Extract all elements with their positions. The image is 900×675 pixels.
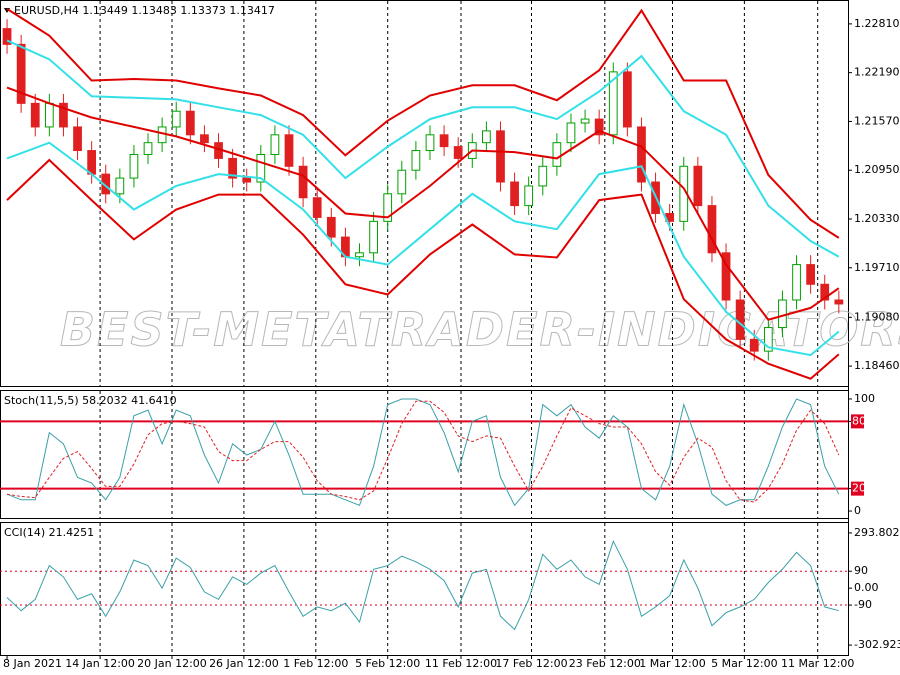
candle-body xyxy=(143,142,153,155)
band-line xyxy=(6,86,840,321)
candle-body xyxy=(594,118,604,136)
y-tick-label: 0 xyxy=(854,504,861,517)
panel-title: Stoch(11,5,5) 58.2032 41.6410 xyxy=(4,394,177,407)
x-tick-label: 1 Feb 12:00 xyxy=(283,657,348,670)
candle-body xyxy=(73,126,82,152)
candle-body xyxy=(608,71,618,136)
candle-body xyxy=(496,130,505,183)
y-tick-label: 1.20330 xyxy=(854,212,900,225)
candle-body xyxy=(538,165,548,187)
candle-body xyxy=(693,165,703,207)
candle-body xyxy=(735,299,745,340)
y-tick-label: 80 xyxy=(852,414,866,427)
candle-body xyxy=(312,197,322,218)
y-tick-label: 20 xyxy=(852,482,866,495)
candle-body xyxy=(87,150,97,175)
candle-body xyxy=(30,102,40,128)
candle-body xyxy=(383,193,393,222)
candle-body xyxy=(482,130,491,144)
candle-body xyxy=(707,205,717,254)
candle-body xyxy=(806,264,816,285)
level-box xyxy=(851,414,864,429)
candle-body xyxy=(298,165,308,199)
y-tick-label: 100 xyxy=(854,392,875,405)
candle-body xyxy=(228,157,237,179)
candle-body xyxy=(115,177,125,195)
candle-body xyxy=(453,146,463,159)
candle-body xyxy=(820,283,830,301)
y-tick-label: 1.22190 xyxy=(854,66,900,79)
candle-body xyxy=(524,185,534,207)
candle-body xyxy=(749,338,759,352)
y-tick-label: 1.21570 xyxy=(854,114,900,127)
candle-body xyxy=(510,181,519,207)
level-box xyxy=(851,481,864,496)
band-line xyxy=(6,158,840,380)
candle-body xyxy=(284,134,294,167)
x-tick-label: 1 Mar 12:00 xyxy=(639,657,705,670)
x-tick-label: 8 Jan 2021 xyxy=(3,657,62,670)
candle-body xyxy=(2,28,12,45)
candle-body xyxy=(637,126,646,183)
candle-body xyxy=(256,153,266,183)
candle-body xyxy=(552,142,562,167)
band-line xyxy=(6,39,840,258)
candle-body xyxy=(16,43,26,104)
candle-body xyxy=(355,252,364,258)
x-tick-label: 11 Mar 12:00 xyxy=(781,657,854,670)
candle-body xyxy=(242,177,252,183)
x-tick-label: 5 Feb 12:00 xyxy=(355,657,420,670)
y-tick-label: 293.8027 xyxy=(854,526,900,539)
x-tick-label: 17 Feb 12:00 xyxy=(495,657,567,670)
panel-title: CCI(14) 21.4251 xyxy=(4,526,94,539)
candle-body xyxy=(580,118,590,124)
candle-body xyxy=(200,134,209,144)
y-tick-label: 1.19080 xyxy=(854,310,900,323)
indicator-line xyxy=(6,400,840,503)
candle-body xyxy=(763,327,773,352)
candle-body xyxy=(397,169,407,195)
y-tick-label: 1.19710 xyxy=(854,261,900,274)
candle-body xyxy=(439,134,449,148)
candle-body xyxy=(721,252,731,301)
candle-body xyxy=(778,299,787,329)
cci-panel xyxy=(0,522,849,656)
panel-title: EURUSD,H4 1.13449 1.13483 1.13373 1.1341… xyxy=(14,4,275,17)
candle-body xyxy=(59,102,68,128)
candle-body xyxy=(185,110,195,136)
x-tick-label: 23 Feb 12:00 xyxy=(569,657,641,670)
candle-body xyxy=(326,216,336,238)
indicator-line xyxy=(6,539,839,631)
y-tick-label: 1.20950 xyxy=(854,163,900,176)
y-tick-label: 0.00 xyxy=(854,581,879,594)
candle-body xyxy=(566,122,576,144)
x-tick-label: 11 Feb 12:00 xyxy=(425,657,497,670)
y-tick-label: 90 xyxy=(854,564,868,577)
band-line xyxy=(6,8,840,239)
y-tick-label: -90 xyxy=(854,598,872,611)
x-tick-label: 14 Jan 12:00 xyxy=(65,657,135,670)
watermark: BEST-METATRADER-INDICATORS.COM xyxy=(60,303,900,357)
candle-body xyxy=(369,220,378,254)
x-tick-label: 20 Jan 12:00 xyxy=(137,657,207,670)
candle-body xyxy=(622,71,632,128)
candle-body xyxy=(425,134,435,152)
candle-body xyxy=(834,299,844,305)
candle-body xyxy=(44,102,54,128)
y-tick-label: 1.18460 xyxy=(854,359,900,372)
indicator-line xyxy=(6,398,840,507)
stoch-panel xyxy=(0,390,849,519)
candle-body xyxy=(129,153,139,179)
candle-body xyxy=(171,110,181,128)
x-tick-label: 5 Mar 12:00 xyxy=(711,657,777,670)
candle-body xyxy=(270,134,280,155)
y-tick-label: 1.22810 xyxy=(854,17,900,30)
x-tick-label: 26 Jan 12:00 xyxy=(209,657,279,670)
candle-body xyxy=(792,264,801,301)
y-tick-label: -302.9234 xyxy=(854,638,900,651)
candle-body xyxy=(411,150,421,171)
band-line xyxy=(6,141,840,357)
